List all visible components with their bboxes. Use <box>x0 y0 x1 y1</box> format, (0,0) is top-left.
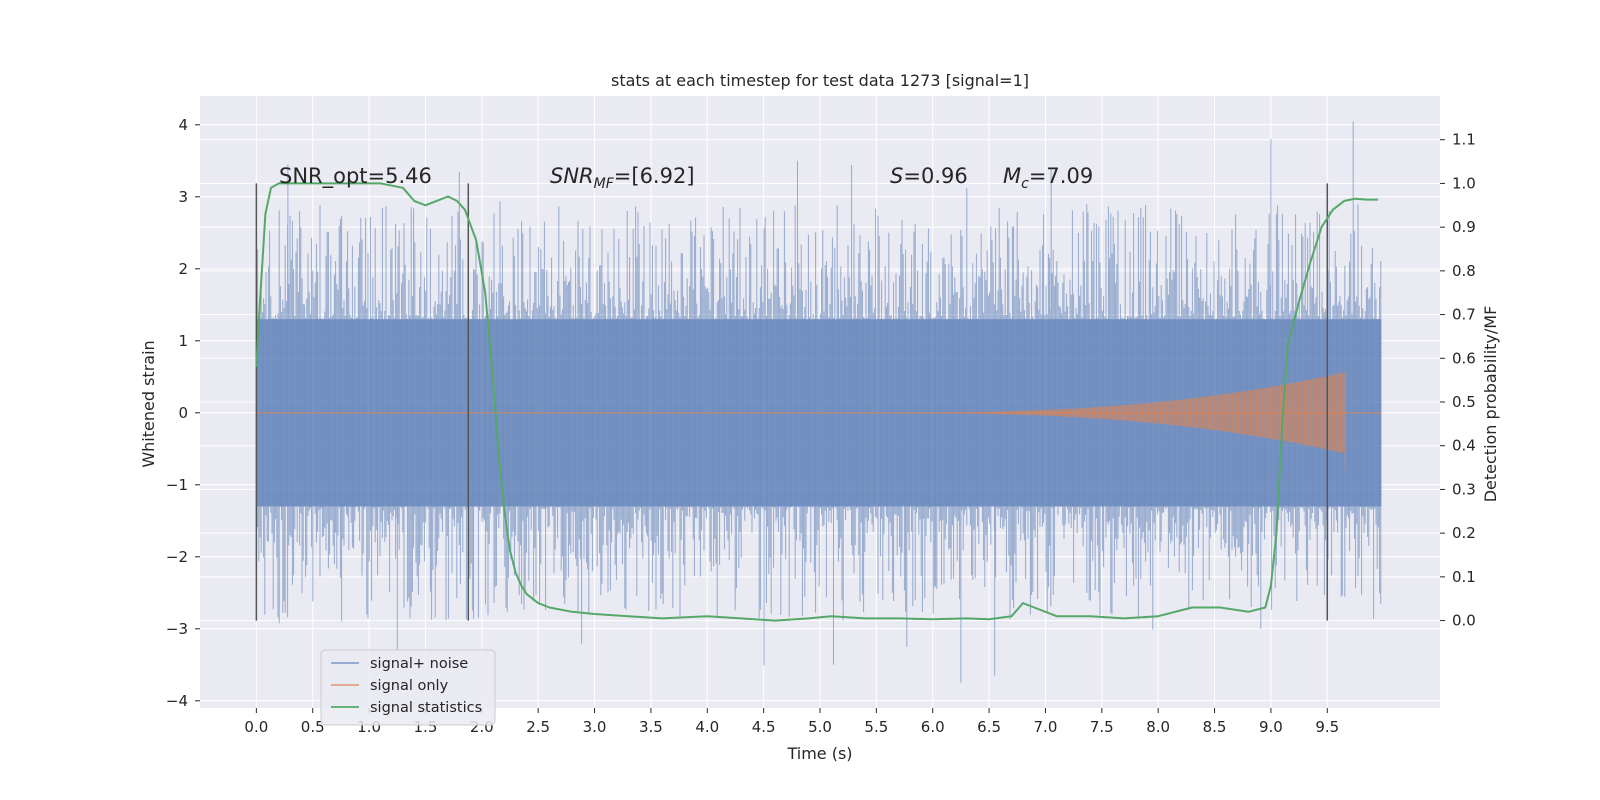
x-axis-label: Time (s) <box>786 744 852 763</box>
y-right-tick-label: 0.4 <box>1452 437 1476 455</box>
x-tick-label: 9.0 <box>1259 718 1283 736</box>
x-tick-label: 3.5 <box>639 718 663 736</box>
annotation-snr-mf-sub: MF <box>594 176 615 192</box>
chart-title: stats at each timestep for test data 127… <box>611 71 1029 90</box>
x-tick-label: 7.5 <box>1090 718 1114 736</box>
y-right-tick-label: 0.8 <box>1452 262 1476 280</box>
y-tick-label: 1 <box>178 332 188 350</box>
annotation-snr-mf-value: =[6.92] <box>614 164 695 188</box>
y-tick-label: −3 <box>166 620 188 638</box>
annotation-mc-base: M <box>1003 164 1021 188</box>
y-right-tick-label: 0.2 <box>1452 524 1476 542</box>
annotation-mc-sub: c <box>1021 176 1029 192</box>
x-tick-label: 3.0 <box>583 718 607 736</box>
x-tick-label: 5.5 <box>864 718 888 736</box>
y-right-tick-label: 0.7 <box>1452 306 1476 324</box>
y-right-tick-label: 1.0 <box>1452 174 1476 192</box>
x-tick-label: 2.5 <box>526 718 550 736</box>
y-tick-label: 3 <box>178 188 188 206</box>
x-tick-label: 8.5 <box>1203 718 1227 736</box>
signal-statistics-line <box>255 182 1378 622</box>
annotation-snr-mf: SNRMF=[6.92] <box>550 164 695 192</box>
y-right-tick-label: 0.0 <box>1452 612 1476 630</box>
annotation-snr-mf-base: SNR <box>550 164 594 188</box>
annotation-mc: Mc=7.09 <box>1003 164 1093 192</box>
data-layer <box>255 121 1382 683</box>
x-tick-label: 4.5 <box>752 718 776 736</box>
y-tick-label: 2 <box>178 260 188 278</box>
x-tick-label: 0.0 <box>244 718 268 736</box>
legend-box <box>320 649 496 726</box>
signal-only-chirp <box>905 372 1346 471</box>
x-tick-label: 5.0 <box>808 718 832 736</box>
annotation-mc-value: =7.09 <box>1029 164 1093 188</box>
series-signal-only <box>256 372 1382 471</box>
legend-label-signal-statistics: signal statistics <box>370 700 482 716</box>
y-tick-label: 0 <box>178 404 188 422</box>
y-tick-label: −1 <box>166 476 188 494</box>
y-right-tick-label: 0.5 <box>1452 393 1476 411</box>
y-right-tick-label: 0.1 <box>1452 568 1476 586</box>
x-tick-label: 7.0 <box>1034 718 1058 736</box>
y-right-tick-label: 1.1 <box>1452 131 1476 149</box>
x-tick-label: 4.0 <box>695 718 719 736</box>
annotations: SNR_opt=5.46 SNRMF=[6.92] S=0.96 Mc=7.09 <box>279 164 1093 192</box>
vertical-markers <box>255 183 1329 621</box>
y-tick-label: −4 <box>166 692 188 710</box>
y-axis-right-label: Detection probability/MF <box>1481 306 1500 503</box>
y-right-tick-label: 0.6 <box>1452 349 1476 367</box>
x-tick-label: 6.5 <box>977 718 1001 736</box>
annotation-s-value: =0.96 <box>903 164 967 188</box>
annotation-s: S=0.96 <box>890 164 968 188</box>
annotation-snr-opt: SNR_opt=5.46 <box>279 164 432 189</box>
y-tick-label: 4 <box>178 116 188 134</box>
y-right-tick-label: 0.3 <box>1452 480 1476 498</box>
series-signal-statistics <box>255 182 1378 622</box>
x-tick-label: 6.0 <box>921 718 945 736</box>
y-tick-label: −2 <box>166 548 188 566</box>
legend-label-signal-only: signal only <box>370 678 449 694</box>
x-tick-label: 9.5 <box>1315 718 1339 736</box>
axes: 0.0 0.5 1.0 1.5 2.0 2.5 3.0 3.5 4.0 4.5 5.0 5.5 6.0 6… <box>166 116 1476 736</box>
y-right-tick-label: 0.9 <box>1452 218 1476 236</box>
legend-label-signal-plus-noise: signal+ noise <box>370 656 468 672</box>
legend: signal+ noise signal only signal statist… <box>320 649 496 726</box>
annotation-s-symbol: S <box>890 164 903 188</box>
x-tick-label: 8.0 <box>1146 718 1170 736</box>
x-tick-label: 0.5 <box>301 718 325 736</box>
y-axis-label: Whitened strain <box>139 340 158 467</box>
